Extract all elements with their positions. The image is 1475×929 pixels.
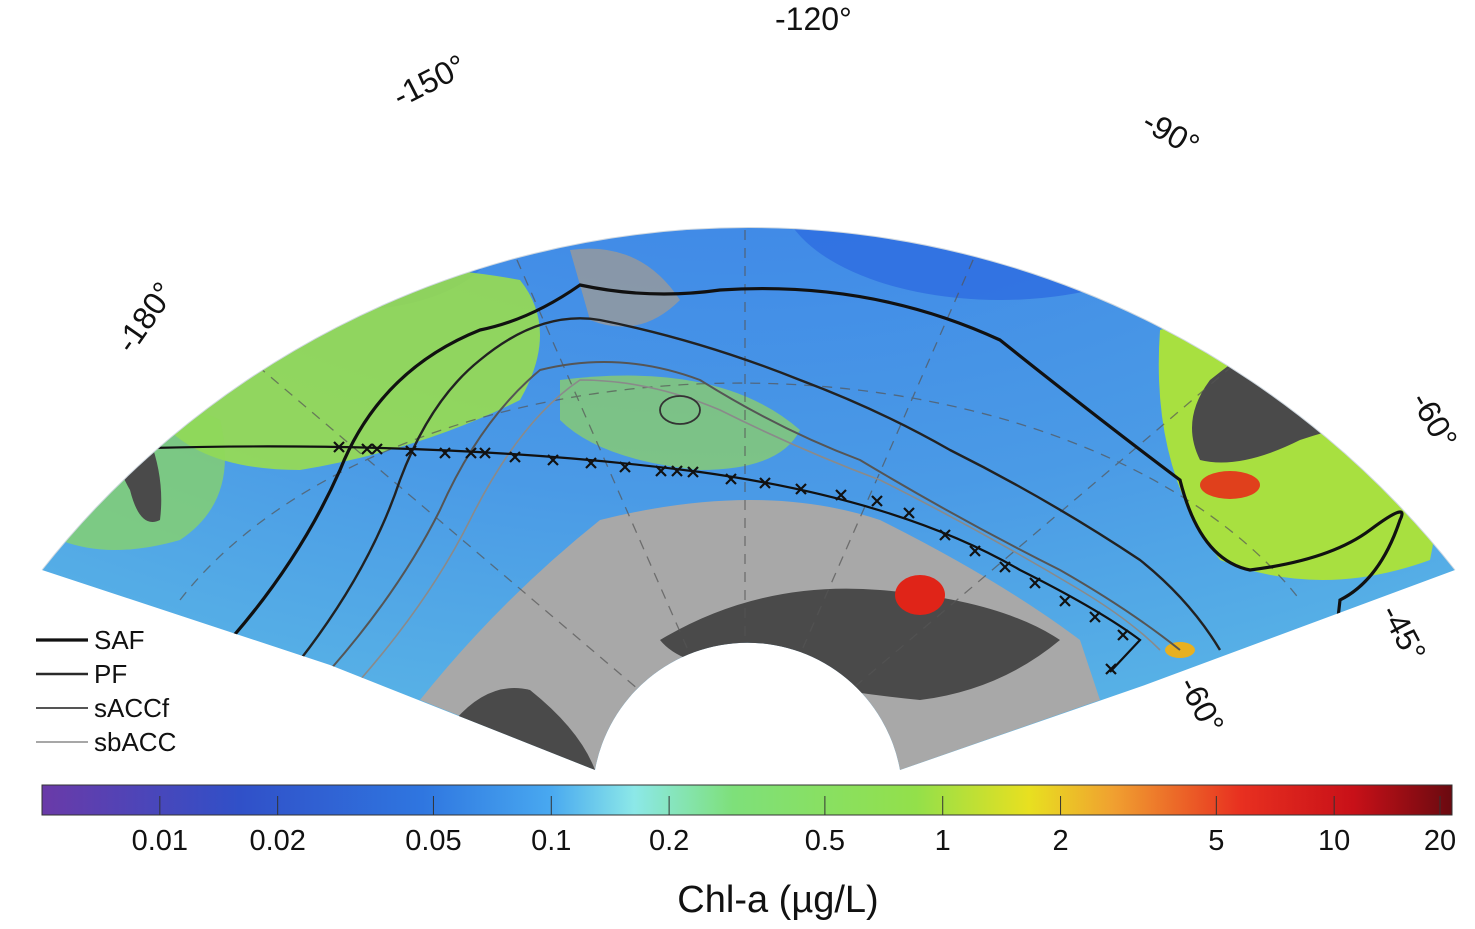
legend-label-saccf: sACCf — [94, 693, 170, 723]
longitude-label: -120° — [775, 1, 852, 37]
station-marker — [725, 473, 737, 485]
station-marker — [999, 561, 1011, 573]
colorbar-tick-label: 1 — [935, 825, 951, 857]
station-marker — [969, 545, 981, 557]
station-marker — [439, 447, 451, 459]
station-marker — [1105, 663, 1117, 675]
station-marker — [405, 445, 417, 457]
colorbar-tick-label: 0.2 — [649, 825, 689, 857]
colorbar-gradient — [41, 784, 1453, 816]
chlorophyll-map — [41, 227, 1456, 771]
station-marker — [585, 457, 597, 469]
front-saccf-loop — [659, 395, 701, 425]
front-saf — [228, 283, 1404, 691]
station-marker — [619, 461, 631, 473]
station-marker — [903, 507, 915, 519]
station-marker — [509, 451, 521, 463]
antarctica-land — [455, 688, 595, 770]
station-marker — [1089, 611, 1101, 623]
colorbar-tick-label: 2 — [1052, 825, 1068, 857]
front-sbacc — [359, 379, 1161, 681]
colorbar: 0.01 0.02 0.05 0.1 0.2 0.5 1 2 5 10 20 Chl-a (µg/L… — [41, 784, 1456, 921]
longitude-label: -90° — [1137, 103, 1206, 164]
station-marker — [655, 465, 667, 477]
colorbar-tick-label: 0.01 — [132, 825, 188, 857]
sampling-stations — [333, 441, 1129, 675]
colorbar-tick-label: 20 — [1424, 825, 1456, 857]
station-marker — [1059, 595, 1071, 607]
station-marker — [795, 483, 807, 495]
station-marker — [1029, 577, 1041, 589]
longitude-label: -150° — [387, 47, 472, 114]
station-marker — [835, 489, 847, 501]
colorbar-tick-label: 0.1 — [531, 825, 571, 857]
colorbar-tick-label: 0.02 — [249, 825, 305, 857]
front-pf — [299, 317, 1222, 661]
high-chl-region — [1200, 471, 1260, 499]
front-saccf — [329, 361, 1181, 671]
station-marker — [547, 454, 559, 466]
sea-ice-region — [570, 248, 680, 327]
station-marker — [465, 447, 477, 459]
station-marker — [687, 466, 699, 478]
latitude-label: -60° — [1172, 670, 1232, 739]
high-chl-region — [895, 575, 945, 615]
station-marker — [939, 529, 951, 541]
colorbar-tick-label: 0.5 — [805, 825, 845, 857]
front-legend: SAF PF sACCf sbACC — [36, 625, 176, 757]
legend-label-saf: SAF — [94, 625, 145, 655]
south-america-land — [1192, 320, 1400, 463]
map-outline — [41, 227, 1456, 571]
station-marker — [759, 477, 771, 489]
high-chl-region — [1270, 320, 1310, 340]
station-marker — [671, 465, 683, 477]
mid-chl-region — [560, 375, 800, 470]
colorbar-tick-label: 0.05 — [405, 825, 461, 857]
longitude-label: -60° — [1404, 386, 1465, 455]
station-marker — [333, 441, 345, 453]
longitude-label: -180° — [108, 275, 182, 359]
longitude-label: -45° — [1374, 598, 1434, 667]
station-marker — [371, 443, 383, 455]
colorbar-tick-label: 5 — [1208, 825, 1224, 857]
colorbar-title: Chl-a (µg/L) — [677, 879, 878, 921]
station-marker — [871, 495, 883, 507]
colorbar-tick-label: 10 — [1318, 825, 1350, 857]
legend-label-sbacc: sbACC — [94, 727, 176, 757]
station-marker — [361, 443, 373, 455]
station-marker — [1117, 629, 1129, 641]
legend-label-pf: PF — [94, 659, 127, 689]
colorbar-ticks: 0.01 0.02 0.05 0.1 0.2 0.5 1 2 5 10 20 — [132, 796, 1456, 857]
station-marker — [479, 447, 491, 459]
